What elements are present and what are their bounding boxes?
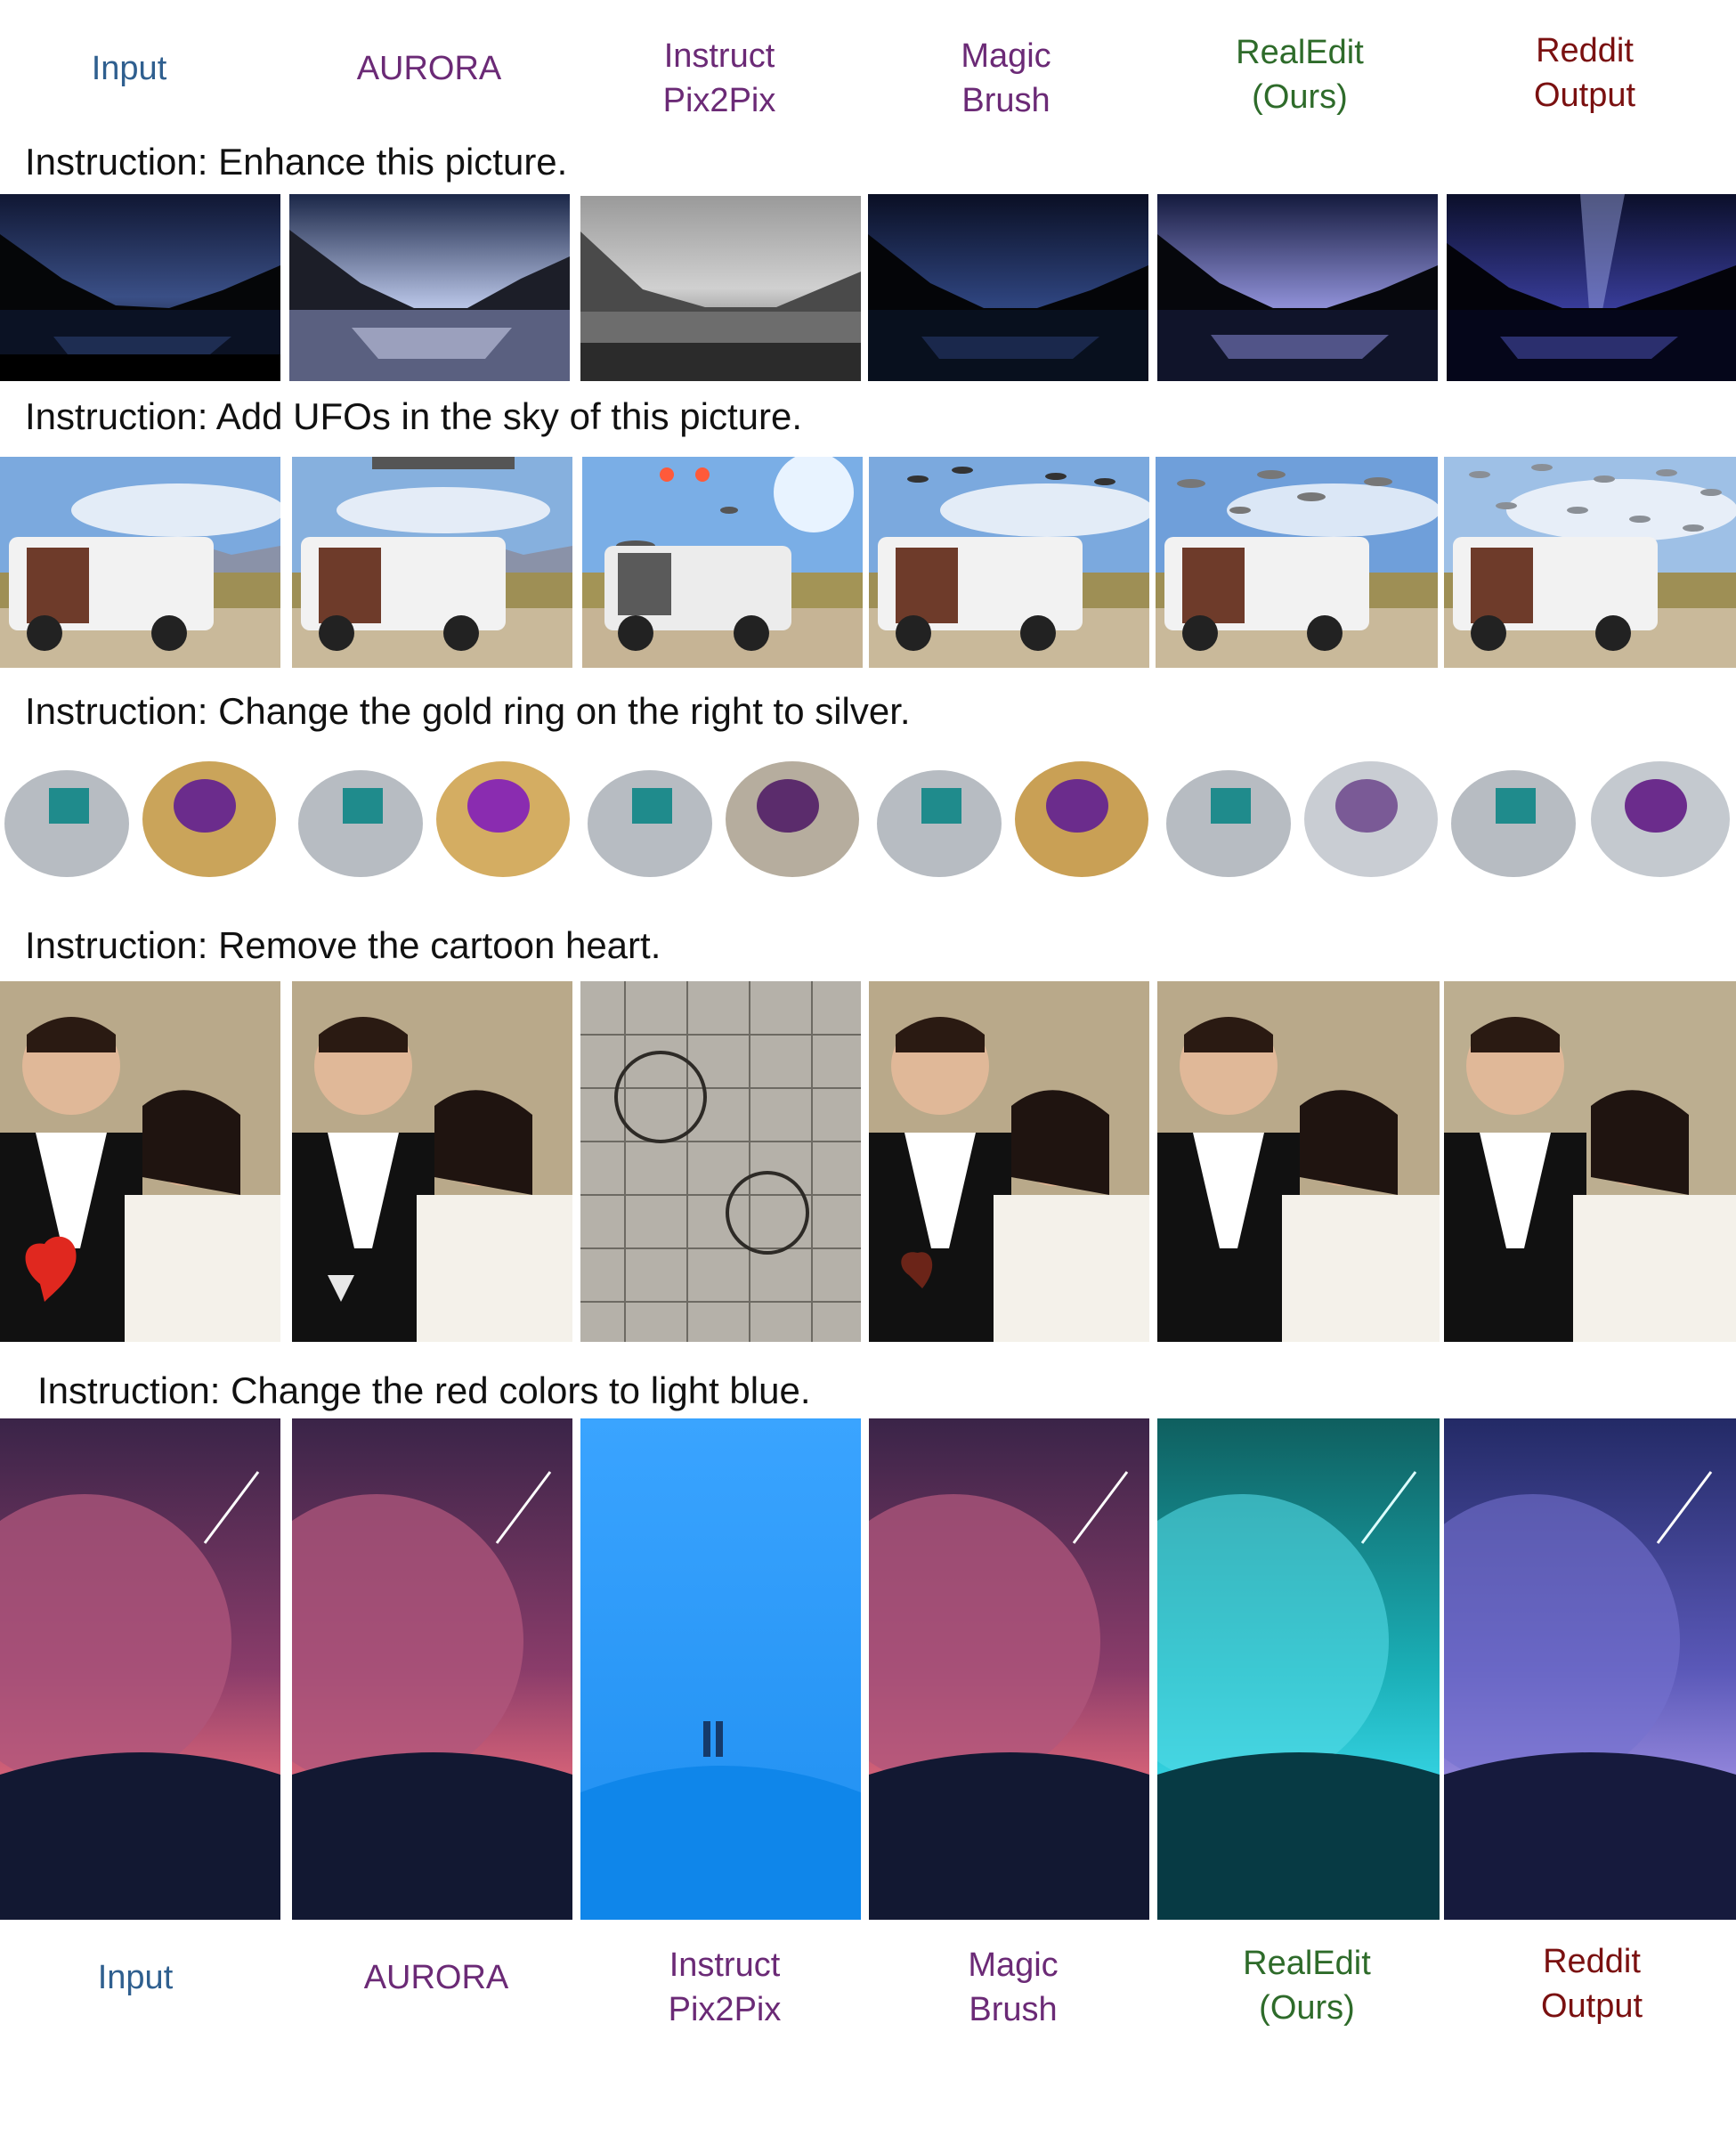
header-instructpix2pix: Instruct Pix2Pix: [582, 1943, 867, 2032]
row4-aurora-image: [292, 981, 572, 1342]
instruction-row-4: Instruction: Remove the cartoon heart.: [25, 924, 661, 966]
header-line2: Output: [1533, 77, 1636, 114]
instruction-row-3: Instruction: Change the gold ring on the…: [25, 690, 911, 732]
row5-magicbrush-image: [869, 1418, 1149, 1920]
row5-realedit-image: [1157, 1418, 1440, 1920]
instruction-row-2: Instruction: Add UFOs in the sky of this…: [25, 395, 803, 437]
row3-realedit-image: [1162, 743, 1442, 890]
header-realedit: RealEdit (Ours): [1164, 1941, 1449, 2030]
header-magicbrush: Magic Brush: [864, 34, 1148, 123]
header-line1: Input: [91, 50, 167, 87]
row5-aurora-image: [292, 1418, 572, 1920]
header-reddit-output: Reddit Output: [1442, 28, 1727, 118]
header-line2: Brush: [969, 1991, 1058, 2028]
row1-input-image: [0, 194, 280, 381]
header-line2: Pix2Pix: [662, 82, 776, 119]
row2-realedit-image: [1156, 457, 1438, 668]
row4-reddit-output-image: [1444, 981, 1736, 1342]
header-line1: AURORA: [363, 1959, 509, 1996]
row5-reddit-output-image: [1444, 1418, 1736, 1920]
row2-aurora-image: [292, 457, 572, 668]
header-aurora: AURORA: [287, 46, 572, 91]
header-line1: Instruct: [663, 37, 775, 75]
header-line1: Reddit: [1543, 1943, 1641, 1980]
header-realedit: RealEdit (Ours): [1157, 30, 1442, 119]
row2-input-image: [0, 457, 280, 668]
header-line2: (Ours): [1252, 78, 1348, 116]
header-magicbrush: Magic Brush: [871, 1943, 1156, 2032]
row1-magicbrush-image: [868, 194, 1148, 381]
header-line2: Brush: [961, 82, 1051, 119]
instruction-row-5: Instruction: Change the red colors to li…: [37, 1369, 811, 1411]
row1-instructpix2pix-image: [580, 196, 861, 381]
row2-instructpix2pix-image: [582, 457, 863, 668]
header-instructpix2pix: Instruct Pix2Pix: [577, 34, 862, 123]
header-line1: Magic: [961, 37, 1051, 75]
header-line1: RealEdit: [1236, 34, 1364, 71]
row4-instructpix2pix-image: [580, 981, 861, 1342]
row2-reddit-output-image: [1444, 457, 1736, 668]
row1-reddit-output-image: [1447, 194, 1736, 381]
header-input: Input: [0, 1955, 278, 2000]
row4-realedit-image: [1157, 981, 1440, 1342]
row1-realedit-image: [1157, 194, 1438, 381]
header-line2: Pix2Pix: [668, 1991, 782, 2028]
row5-input-image: [0, 1418, 280, 1920]
header-line2: Output: [1540, 1987, 1643, 2025]
row2-magicbrush-image: [869, 457, 1149, 668]
instruction-row-1: Instruction: Enhance this picture.: [25, 141, 568, 183]
row1-aurora-image: [289, 194, 570, 381]
row3-reddit-output-image: [1447, 743, 1736, 890]
row3-aurora-image: [294, 743, 574, 890]
row4-input-image: [0, 981, 280, 1342]
header-line1: Input: [97, 1959, 174, 1996]
row3-instructpix2pix-image: [583, 743, 864, 890]
row4-magicbrush-image: [869, 981, 1149, 1342]
header-input: Input: [0, 46, 272, 91]
header-reddit-output: Reddit Output: [1449, 1939, 1734, 2028]
header-line1: Magic: [968, 1946, 1059, 1984]
header-line1: RealEdit: [1243, 1945, 1371, 1982]
header-line2: (Ours): [1259, 1989, 1355, 2027]
header-line1: Reddit: [1536, 32, 1634, 69]
row3-magicbrush-image: [872, 743, 1153, 890]
row5-instructpix2pix-image: [580, 1418, 861, 1920]
header-line1: AURORA: [356, 50, 502, 87]
row3-input-image: [0, 743, 280, 890]
header-aurora: AURORA: [294, 1955, 579, 2000]
header-line1: Instruct: [669, 1946, 781, 1984]
